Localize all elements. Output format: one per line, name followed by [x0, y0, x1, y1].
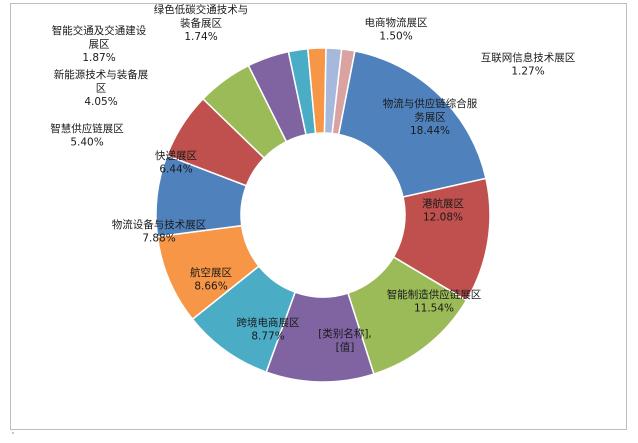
slice-label-0: 物流与供应链综合服务展区 18.44% [383, 97, 478, 137]
slice-13 [331, 48, 356, 136]
slice-label-4: 跨境电商展区 8.77% [237, 316, 300, 343]
slice-label-3: [类别名称], [值] [318, 327, 372, 354]
corner-mark: ' [12, 431, 14, 439]
slice-label-8: 智慧供应链展区 5.40% [50, 122, 124, 149]
slice-label-13: 互联网信息技术展区 1.27% [481, 51, 576, 78]
slice-label-7: 快递展区 6.44% [155, 149, 197, 176]
slice-label-11: 绿色低碳交通技术与装备展区 1.74% [154, 4, 249, 43]
slice-label-9: 新能源技术与装备展区 4.05% [54, 68, 149, 108]
slice-label-6: 物流设备与技术展区 7.88% [112, 218, 207, 245]
donut-chart: 物流与供应链综合服务展区 18.44% 港航展区 12.08% 智能制造供应链展区 11.… [50, 4, 576, 383]
chart-area: 物流与供应链综合服务展区 18.44% 港航展区 12.08% 智能制造供应链展区 11.… [10, 3, 627, 430]
slice-label-5: 航空展区 8.66% [190, 266, 232, 293]
slice-label-2: 智能制造供应链展区 11.54% [387, 288, 482, 315]
slice-label-12: 电商物流展区 1.50% [365, 16, 428, 43]
slice-0 [337, 50, 487, 198]
slice-label-10: 智能交通及交通建设展区 1.87% [52, 24, 147, 64]
slice-label-1: 港航展区 12.08% [422, 197, 464, 224]
